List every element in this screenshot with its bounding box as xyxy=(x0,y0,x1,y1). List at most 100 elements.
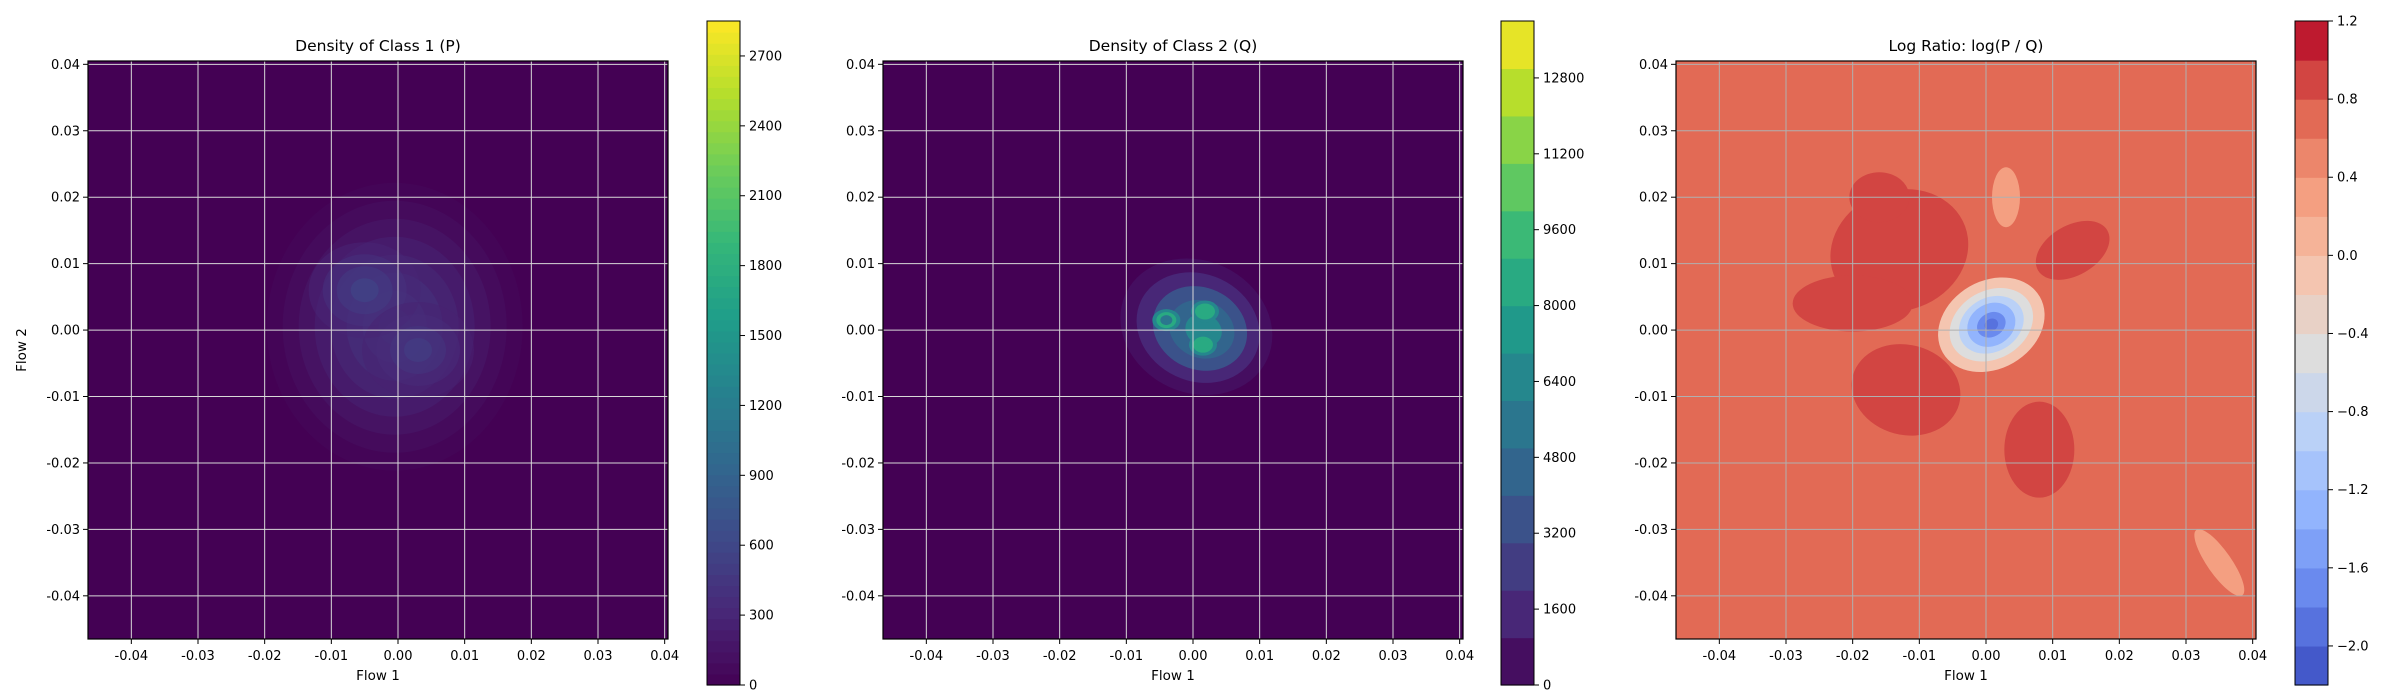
colorbar-segment xyxy=(707,430,740,443)
x-tick-label: 0.00 xyxy=(384,649,413,664)
ratio-core xyxy=(1984,318,1999,332)
colorbar-segment xyxy=(707,662,740,675)
colorbar-segment xyxy=(707,563,740,575)
colorbar-segment xyxy=(707,651,740,664)
y-tick-label: -0.04 xyxy=(1634,589,1668,604)
y-tick-label: 0.00 xyxy=(846,324,875,339)
colorbar-tick-label: 8000 xyxy=(1543,299,1576,314)
colorbar-segment xyxy=(707,308,740,321)
density-field xyxy=(1792,167,2245,597)
colorbar-segment xyxy=(707,264,740,277)
colorbar-segment xyxy=(707,175,740,188)
x-tick-label: -0.01 xyxy=(1903,649,1937,664)
axes-frame xyxy=(882,60,1464,640)
colorbar-segment xyxy=(707,198,740,210)
colorbar-segment xyxy=(707,673,740,686)
colorbar-segment xyxy=(707,54,740,66)
colorbar-segment xyxy=(707,153,740,166)
colorbar-tick-label: 0 xyxy=(1543,679,1551,694)
colorbar-segment xyxy=(707,187,740,199)
y-tick-label: 0.02 xyxy=(846,191,875,206)
colorbar-tick-label: 11200 xyxy=(1543,147,1584,162)
y-tick-label: 0.04 xyxy=(1639,58,1668,73)
colorbar-segment xyxy=(1501,400,1534,449)
colorbar: −2.0 −1.6 −1.2 −0.8 −0.4 0.0 0.4 0.8 1.2 xyxy=(2294,15,2369,686)
colorbar-segment xyxy=(1501,163,1534,212)
colorbar-segment xyxy=(2295,645,2328,686)
colorbar-segment xyxy=(707,286,740,299)
colorbar-tick-label: 1500 xyxy=(749,329,782,344)
colorbar-segment xyxy=(1501,637,1534,686)
colorbar-tick-label: 12800 xyxy=(1543,71,1584,86)
x-tick-label: -0.04 xyxy=(910,649,944,664)
x-tick-label: 0.04 xyxy=(1445,649,1474,664)
x-tick-label: 0.04 xyxy=(2238,649,2267,664)
y-tick-label: -0.04 xyxy=(46,589,80,604)
colorbar-segment xyxy=(707,474,740,487)
colorbar-segment xyxy=(2295,138,2328,178)
panel-1: -0.04 -0.04 -0.03 -0.03 -0.02 -0.02 -0.01 -0.01… xyxy=(14,20,782,694)
colorbar-segment xyxy=(707,231,740,243)
colorbar-segment xyxy=(707,541,740,553)
y-tick-label: 0.04 xyxy=(846,58,875,73)
colorbar-segment xyxy=(1501,590,1534,639)
y-tick-label: -0.02 xyxy=(46,456,80,471)
colorbar-tick-label: 1600 xyxy=(1543,603,1576,618)
x-axis-label: Flow 1 xyxy=(356,668,400,684)
y-tick-label: 0.03 xyxy=(51,124,80,139)
colorbar-tick-label: −2.0 xyxy=(2337,639,2369,654)
x-tick-label: 0.00 xyxy=(1179,649,1208,664)
x-tick-label: -0.04 xyxy=(1703,649,1737,664)
colorbar-tick-label: −1.2 xyxy=(2337,483,2369,498)
y-axis-label: Flow 2 xyxy=(14,328,30,372)
colorbar-segment xyxy=(707,618,740,631)
colorbar-tick-label: 0.0 xyxy=(2337,249,2358,264)
colorbar-segment xyxy=(1501,447,1534,496)
y-tick-label: -0.02 xyxy=(841,456,875,471)
colorbar-segment xyxy=(707,629,740,642)
y-tick-label: -0.03 xyxy=(1634,523,1668,538)
colorbar-segment xyxy=(2295,528,2328,569)
colorbar-tick-label: 0.8 xyxy=(2337,93,2358,108)
colorbar-tick-label: 6400 xyxy=(1543,375,1576,390)
x-tick-label: 0.03 xyxy=(584,649,613,664)
x-tick-label: 0.02 xyxy=(1312,649,1341,664)
colorbar-segment xyxy=(707,65,740,77)
y-tick-label: 0.02 xyxy=(1639,191,1668,206)
y-tick-label: -0.01 xyxy=(1634,390,1668,405)
colorbar-segment xyxy=(2295,21,2328,61)
colorbar-segment xyxy=(1501,68,1534,117)
colorbar-segment xyxy=(707,98,740,111)
ratio-region xyxy=(1851,344,1961,436)
colorbar-segment xyxy=(707,109,740,122)
colorbar-segment xyxy=(707,275,740,288)
colorbar-segment xyxy=(1501,495,1534,544)
colorbar-segment xyxy=(1501,21,1534,70)
x-tick-label: -0.03 xyxy=(976,649,1010,664)
x-tick-label: 0.03 xyxy=(1379,649,1408,664)
colorbar-segment xyxy=(707,220,740,232)
colorbar-tick-label: 9600 xyxy=(1543,223,1576,238)
colorbar-frame xyxy=(2294,20,2329,686)
y-tick-label: 0.02 xyxy=(51,191,80,206)
colorbar-tick-label: 0.4 xyxy=(2337,171,2358,186)
colorbar-tick-label: 600 xyxy=(749,539,774,554)
colorbar-segment xyxy=(2295,489,2328,530)
y-tick-label: -0.02 xyxy=(1634,456,1668,471)
colorbar-segment xyxy=(707,585,740,598)
colorbar-segment xyxy=(707,364,740,376)
colorbar-segment xyxy=(707,209,740,221)
colorbar-tick-label: 1.2 xyxy=(2337,15,2358,30)
colorbar-segment xyxy=(2295,567,2328,608)
colorbar-frame xyxy=(706,20,741,686)
chart-title: Density of Class 2 (Q) xyxy=(1089,37,1258,55)
colorbar-segment xyxy=(707,552,740,564)
x-tick-label: -0.01 xyxy=(1110,649,1144,664)
colorbar-segment xyxy=(707,375,740,387)
colorbar-segment xyxy=(2295,294,2328,335)
y-tick-label: -0.03 xyxy=(841,523,875,538)
colorbar-segment xyxy=(707,319,740,332)
colorbar-tick-label: 900 xyxy=(749,469,774,484)
x-tick-label: 0.01 xyxy=(450,649,479,664)
colorbar-segment xyxy=(707,574,740,586)
